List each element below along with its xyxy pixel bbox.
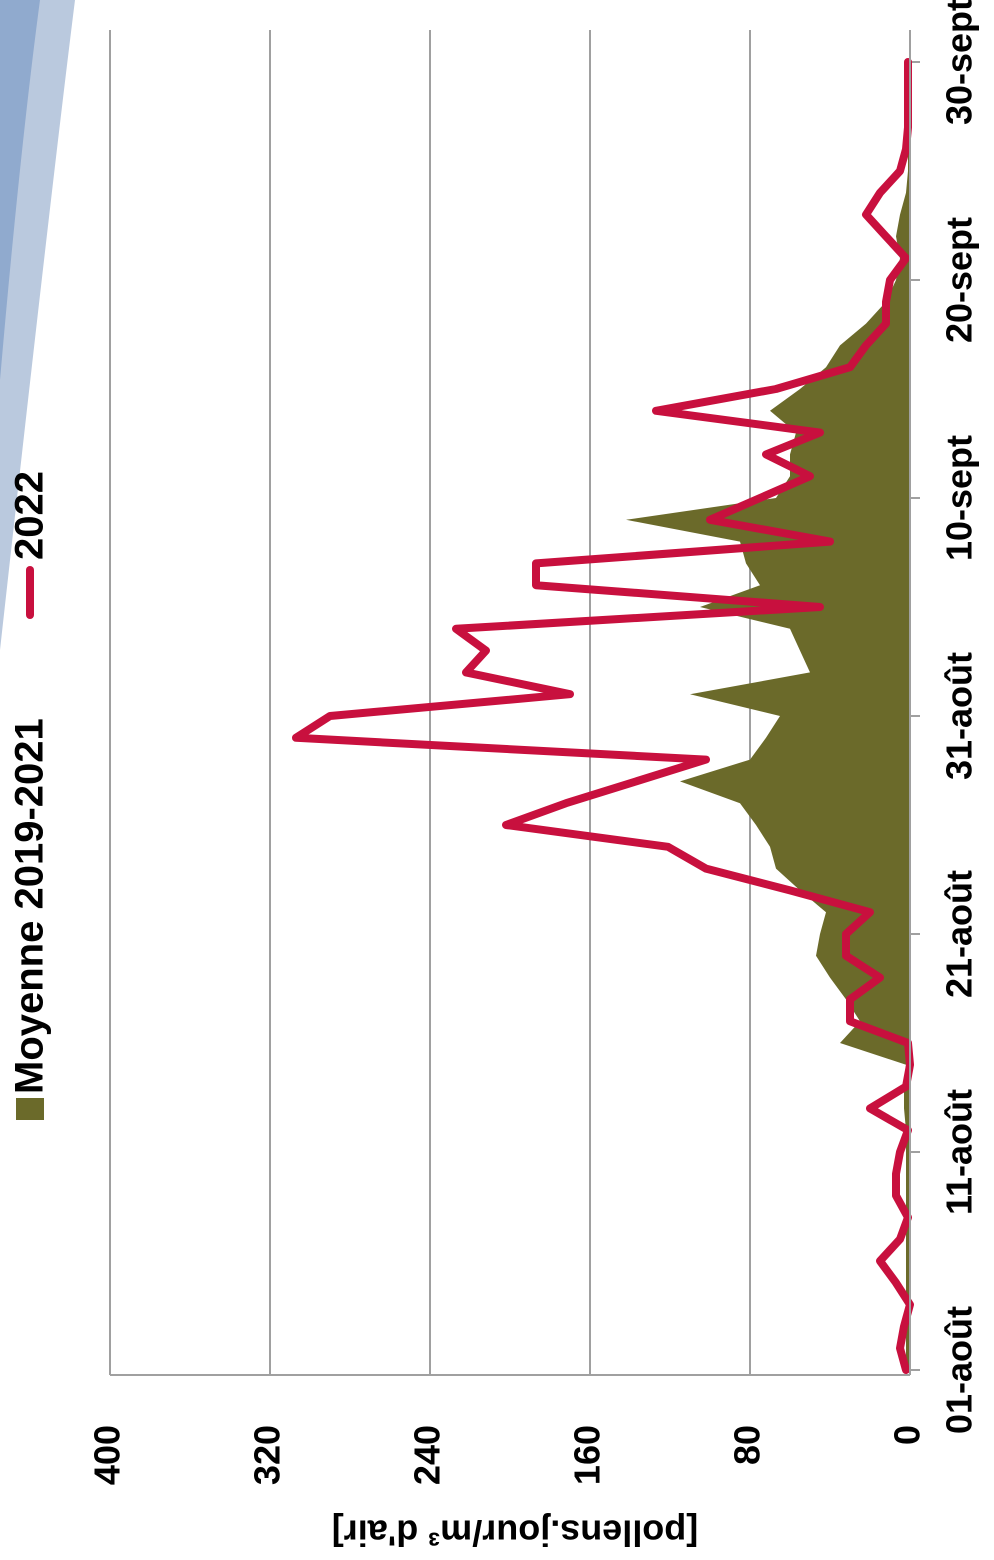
- legend-label: Moyenne 2019-2021: [8, 718, 52, 1094]
- x-tick-label: 10-sept: [939, 435, 980, 561]
- x-tick-label: 21-août: [939, 870, 980, 998]
- area: [626, 62, 910, 1370]
- y-tick-label: 320: [247, 1425, 288, 1485]
- y-tick-label: 0: [887, 1425, 928, 1445]
- plot: [pollens.jour/m³ d'air] 0 80 160 240 320 400 0…: [8, 0, 980, 1553]
- y-axis-label: [pollens.jour/m³ d'air]: [332, 1512, 699, 1553]
- y-tick-label: 160: [567, 1425, 608, 1485]
- y-tick-label: 80: [727, 1425, 768, 1465]
- legend-swatch: [16, 1098, 44, 1120]
- x-tick-label: 01-août: [939, 1306, 980, 1434]
- x-tick-label: 30-sept: [939, 0, 980, 125]
- x-tick-label: 31-août: [939, 652, 980, 780]
- x-tick-label: 20-sept: [939, 217, 980, 343]
- decoration: [0, 0, 40, 380]
- line: [292, 58, 914, 1374]
- x-tick-label: 11-août: [939, 1089, 980, 1215]
- y-tick-label: 240: [407, 1425, 448, 1485]
- y-tick-label: 400: [87, 1425, 128, 1485]
- legend-label: 2022: [8, 471, 52, 560]
